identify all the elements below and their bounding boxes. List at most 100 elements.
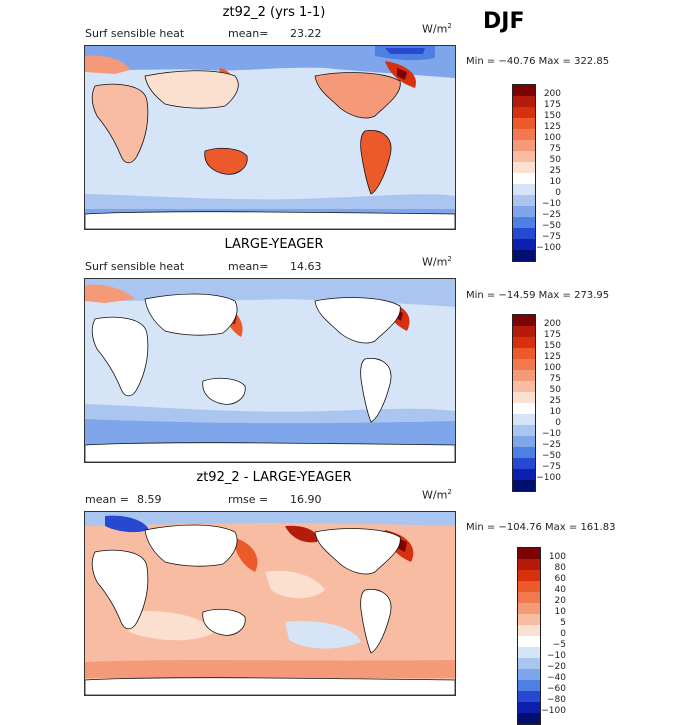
colorbar-swatch: [513, 118, 535, 129]
colorbar-swatch: [513, 129, 535, 140]
colorbar-swatch: [513, 337, 535, 348]
panel-1-colorbar-swatches: [512, 84, 536, 262]
colorbar-swatch: [513, 403, 535, 414]
colorbar-level-label: −10: [542, 429, 561, 439]
colorbar-level-label: 20: [554, 596, 566, 606]
colorbar-swatch: [518, 636, 540, 647]
colorbar-level-label: 125: [543, 352, 561, 362]
colorbar-level-label: −100: [541, 706, 566, 716]
colorbar-level-label: −10: [547, 651, 566, 661]
colorbar-level-label: 10: [554, 607, 566, 617]
colorbar-swatch: [513, 326, 535, 337]
panel-1-variable-label: Surf sensible heat: [85, 27, 185, 40]
colorbar-swatch: [513, 315, 535, 326]
colorbar-swatch: [513, 162, 535, 173]
colorbar-swatch: [513, 447, 535, 458]
colorbar-swatch: [518, 625, 540, 636]
panel-3-rmse-value: 16.90: [290, 493, 322, 506]
colorbar-swatch: [518, 559, 540, 570]
panel-2-map: [84, 278, 456, 463]
colorbar-swatch: [513, 96, 535, 107]
colorbar-swatch: [518, 658, 540, 669]
colorbar-swatch: [518, 614, 540, 625]
colorbar-level-label: −75: [542, 232, 561, 242]
colorbar-level-label: 0: [560, 629, 566, 639]
colorbar-level-label: −5: [552, 640, 566, 650]
colorbar-swatch: [513, 107, 535, 118]
colorbar-level-label: 150: [543, 111, 561, 121]
colorbar-swatch: [513, 217, 535, 228]
colorbar-level-label: 25: [549, 396, 561, 406]
colorbar-swatch: [513, 239, 535, 250]
colorbar-level-label: 200: [543, 319, 561, 329]
colorbar-level-label: 60: [554, 574, 566, 584]
colorbar-level-label: 100: [543, 363, 561, 373]
colorbar-swatch: [513, 151, 535, 162]
colorbar-level-label: −40: [547, 673, 566, 683]
colorbar-level-label: 100: [543, 133, 561, 143]
panel-1-map: [84, 45, 456, 230]
colorbar-level-label: 10: [549, 177, 561, 187]
colorbar-level-label: 175: [543, 330, 561, 340]
colorbar-swatch: [513, 436, 535, 447]
panel-2-colorbar: [512, 314, 536, 492]
colorbar-swatch: [518, 592, 540, 603]
panel-3-units: W/m2: [422, 488, 452, 502]
panel-3-mean-value: 8.59: [137, 493, 162, 506]
colorbar-level-label: 200: [543, 89, 561, 99]
colorbar-swatch: [513, 458, 535, 469]
colorbar-level-label: 50: [549, 385, 561, 395]
panel-2-mean-value: 14.63: [290, 260, 322, 273]
colorbar-swatch: [513, 184, 535, 195]
colorbar-swatch: [513, 250, 535, 261]
colorbar-swatch: [513, 480, 535, 491]
panel-1-mean-value: 23.22: [290, 27, 322, 40]
colorbar-swatch: [513, 359, 535, 370]
colorbar-level-label: 100: [548, 552, 566, 562]
panel-3-map: [84, 511, 456, 696]
panel-2-colorbar-swatches: [512, 314, 536, 492]
colorbar-level-label: 175: [543, 100, 561, 110]
season-label: DJF: [483, 9, 525, 34]
colorbar-swatch: [513, 195, 535, 206]
colorbar-level-label: 0: [555, 188, 561, 198]
panel-3-mean-label: mean =: [85, 493, 129, 506]
colorbar-swatch: [518, 570, 540, 581]
colorbar-level-label: 25: [549, 166, 561, 176]
colorbar-swatch: [518, 691, 540, 702]
colorbar-swatch: [513, 370, 535, 381]
colorbar-level-label: −25: [542, 210, 561, 220]
colorbar-level-label: 125: [543, 122, 561, 132]
colorbar-swatch: [513, 348, 535, 359]
panel-1-mean-label: mean=: [228, 27, 269, 40]
colorbar-swatch: [518, 680, 540, 691]
colorbar-level-label: 10: [549, 407, 561, 417]
colorbar-level-label: 40: [554, 585, 566, 595]
colorbar-level-label: −75: [542, 462, 561, 472]
colorbar-swatch: [518, 548, 540, 559]
colorbar-swatch: [513, 206, 535, 217]
panel-1-colorbar: [512, 84, 536, 262]
colorbar-swatch: [518, 581, 540, 592]
panel-3-title: zt92_2 - LARGE-YEAGER: [196, 470, 352, 485]
panel-1-title: zt92_2 (yrs 1-1): [222, 5, 326, 20]
colorbar-level-label: 5: [560, 618, 566, 628]
colorbar-swatch: [518, 603, 540, 614]
colorbar-swatch: [513, 140, 535, 151]
colorbar-level-label: 150: [543, 341, 561, 351]
colorbar-level-label: 75: [549, 144, 561, 154]
colorbar-level-label: 0: [555, 418, 561, 428]
panel-3-minmax: Min = −104.76 Max = 161.83: [466, 522, 616, 533]
colorbar-level-label: −20: [547, 662, 566, 672]
colorbar-swatch: [513, 381, 535, 392]
colorbar-level-label: −10: [542, 199, 561, 209]
colorbar-swatch: [518, 647, 540, 658]
colorbar-level-label: −50: [542, 451, 561, 461]
colorbar-level-label: 80: [554, 563, 566, 573]
colorbar-level-label: −60: [547, 684, 566, 694]
panel-1-minmax: Min = −40.76 Max = 322.85: [466, 56, 610, 67]
panel-2-units: W/m2: [422, 255, 452, 269]
colorbar-swatch: [513, 425, 535, 436]
colorbar-swatch: [513, 392, 535, 403]
colorbar-swatch: [513, 469, 535, 480]
